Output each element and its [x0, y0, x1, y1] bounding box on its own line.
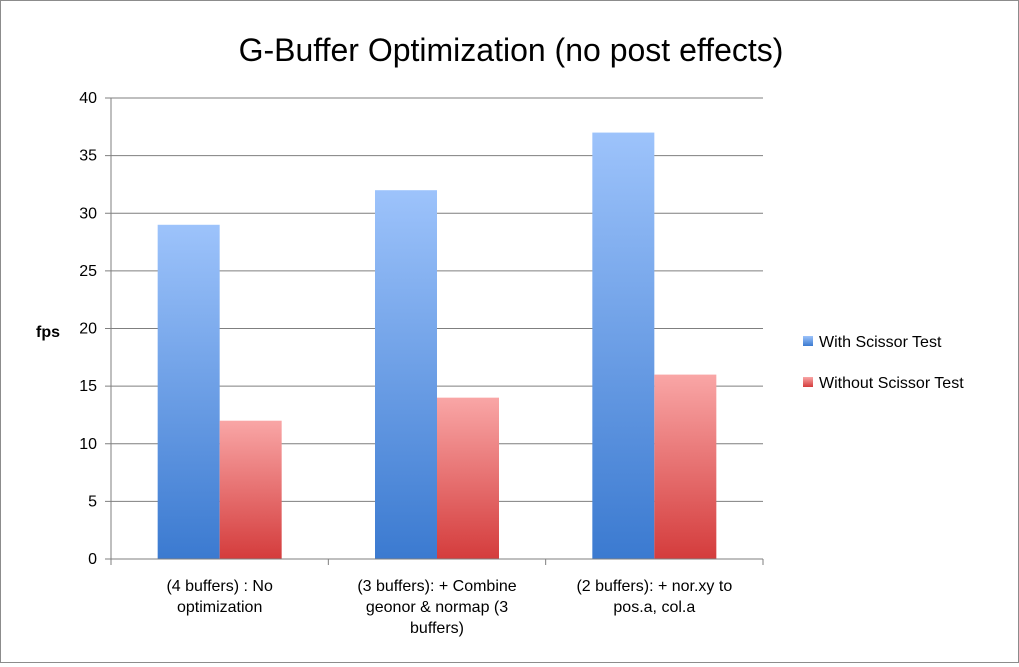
y-tick-label: 20	[79, 321, 97, 338]
bar-with-scissor-3	[592, 132, 655, 559]
legend: With Scissor Test Without Scissor Test	[803, 334, 964, 392]
y-tick-label: 40	[79, 90, 97, 107]
x-tick-label: (2 buffers): + nor.xy to pos.a, col.a	[576, 578, 732, 616]
legend-swatch	[803, 336, 813, 346]
bars	[157, 132, 717, 559]
y-axis-label: fps	[36, 324, 60, 341]
y-tick-label: 10	[79, 436, 97, 453]
x-tick-label: (3 buffers): + Combine geonor & normap (3…	[357, 578, 516, 637]
y-tick-label: 25	[79, 263, 97, 280]
bar-without-scissor-2	[437, 397, 499, 559]
y-tick-label: 30	[79, 205, 97, 222]
y-tick-label: 35	[79, 148, 97, 165]
y-tick-label: 15	[79, 378, 97, 395]
y-tick-labels: 0 5 10 15 20 25 30 35 40	[79, 90, 97, 568]
bar-with-scissor-1	[157, 224, 220, 559]
x-tick-label: (4 buffers) : No optimization	[166, 578, 273, 616]
legend-label: With Scissor Test	[819, 334, 942, 351]
x-tick-labels: (4 buffers) : No optimization (3 buffers):…	[166, 578, 732, 637]
legend-label: Without Scissor Test	[819, 375, 964, 392]
y-tick-label: 5	[88, 493, 97, 510]
axes	[110, 98, 764, 565]
bar-without-scissor-3	[654, 374, 717, 559]
bar-with-scissor-2	[375, 190, 437, 559]
legend-swatch	[803, 377, 813, 387]
bar-without-scissor-1	[219, 420, 282, 559]
y-tick-label: 0	[88, 551, 97, 568]
chart-title: G-Buffer Optimization (no post effects)	[239, 32, 784, 68]
